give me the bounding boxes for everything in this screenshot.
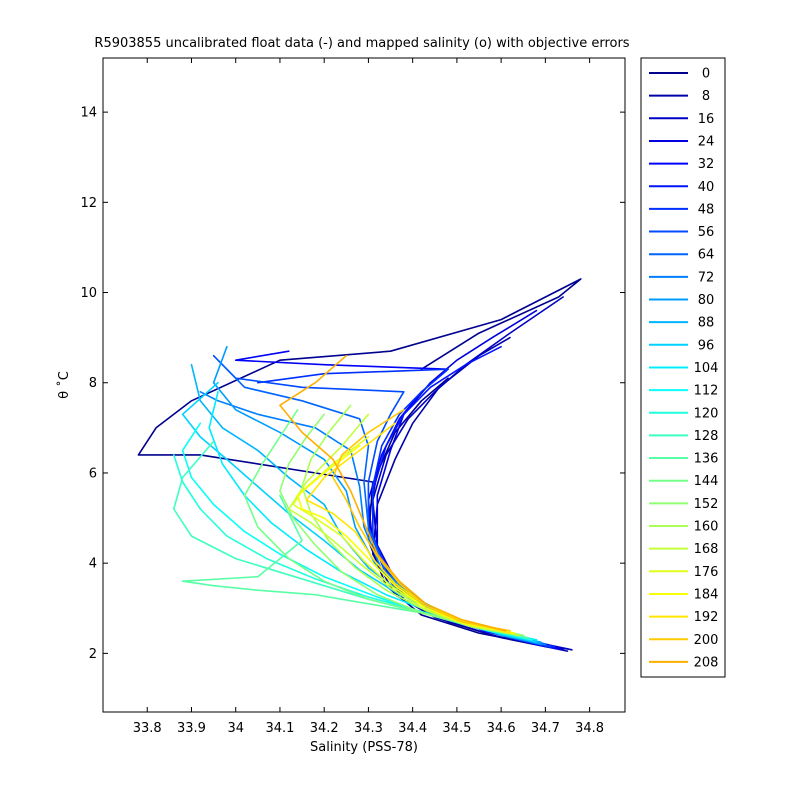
legend-label: 0: [702, 67, 710, 82]
x-axis-label: Salinity (PSS-78): [310, 740, 418, 755]
y-tick-label: 4: [89, 557, 97, 572]
legend-label: 208: [694, 655, 719, 670]
legend-label: 24: [698, 134, 715, 149]
legend-label: 168: [694, 542, 719, 557]
legend-label: 48: [698, 202, 715, 217]
axis-layer: 33.8 33.9 34 34.1 34.2 34.3 34.4 34.5 34.6 34.7 34…: [80, 58, 625, 736]
legend-label: 128: [694, 429, 719, 444]
y-tick-label: 6: [89, 466, 97, 481]
series-line-cycle-152: [279, 413, 525, 637]
legend-label: 112: [694, 384, 719, 399]
x-tick-label: 34.8: [575, 721, 604, 736]
legend-label: 136: [694, 452, 719, 467]
x-tick-label: 33.8: [133, 721, 162, 736]
x-tick-label: 34.6: [487, 721, 516, 736]
series-layer: [137, 278, 582, 652]
series-line-cycle-184: [296, 445, 516, 634]
y-tick-label: 12: [80, 196, 97, 211]
x-tick-label: 34.1: [265, 721, 294, 736]
legend-label: 144: [694, 474, 719, 489]
y-tick-label: 14: [80, 106, 97, 121]
x-tick-label: 33.9: [177, 721, 206, 736]
y-tick-label: 10: [80, 286, 97, 301]
y-tick-label: 2: [89, 647, 97, 662]
legend-label: 72: [698, 270, 715, 285]
x-tick-label: 34.2: [310, 721, 339, 736]
plot-frame: [102, 57, 626, 713]
x-tick-label: 34.5: [442, 721, 471, 736]
legend-label: 40: [698, 180, 715, 195]
x-tick-label: 34.7: [531, 721, 560, 736]
legend-label: 96: [698, 338, 715, 353]
legend-label: 104: [694, 361, 719, 376]
legend-label: 56: [698, 225, 715, 240]
legend-label: 184: [694, 587, 719, 602]
series-line-cycle-208: [279, 354, 507, 632]
legend-label: 8: [702, 89, 710, 104]
legend-label: 32: [698, 157, 715, 172]
x-tick-label: 34.4: [398, 721, 427, 736]
legend-label: 176: [694, 565, 719, 580]
series-line-cycle-200: [332, 408, 511, 632]
legend-label: 200: [694, 633, 719, 648]
series-line-cycle-4: [137, 278, 582, 650]
legend-label: 160: [694, 520, 719, 535]
series-line-cycle-168: [287, 413, 520, 637]
y-tick-label: 8: [89, 376, 97, 391]
chart-title: R5903855 uncalibrated float data (-) and…: [94, 36, 629, 51]
y-axis-label: θ ˚C: [56, 371, 72, 399]
legend-label: 16: [698, 112, 715, 127]
legend: 0 8 16 24 32 40 48 56 64 72 80 88 96 104 112 120 128 136 1…: [640, 57, 726, 678]
legend-label: 192: [694, 610, 719, 625]
x-tick-label: 34.3: [354, 721, 383, 736]
legend-label: 80: [698, 293, 715, 308]
x-tick-label: 34: [227, 721, 244, 736]
legend-label: 152: [694, 497, 719, 512]
legend-label: 88: [698, 316, 715, 331]
legend-label: 120: [694, 406, 719, 421]
legend-label: 64: [698, 248, 715, 263]
